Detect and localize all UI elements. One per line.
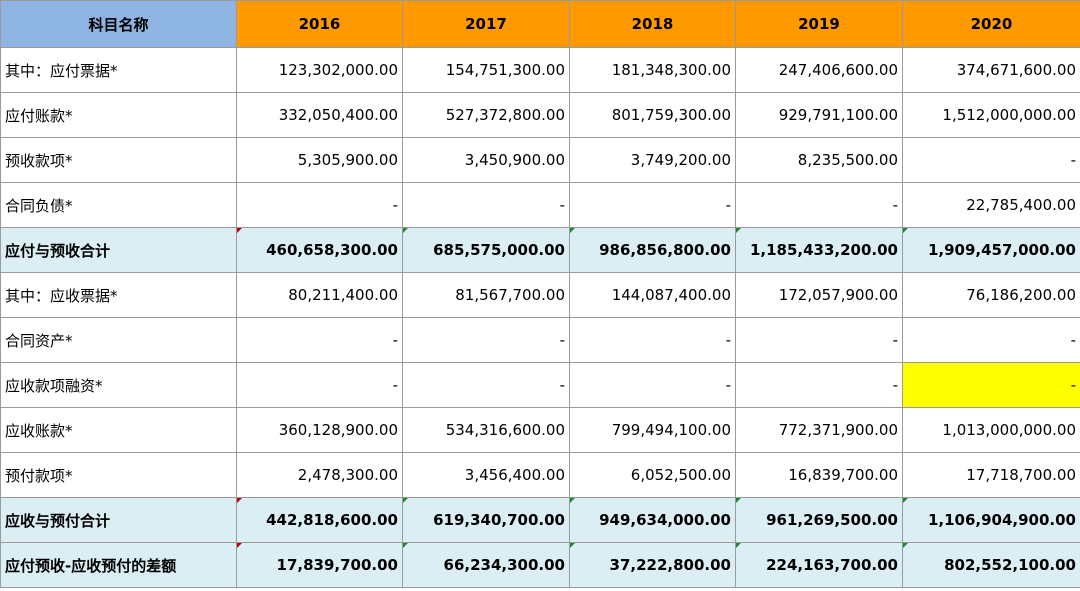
header-year-2018[interactable]: 2018 [569,0,736,48]
row-label-cell[interactable]: 应收款项融资* [0,362,237,408]
value-cell[interactable]: - [569,317,736,363]
value-cell[interactable]: 949,634,000.00 [569,497,736,543]
value-cell[interactable]: 360,128,900.00 [236,407,403,453]
value-cell[interactable]: - [402,317,570,363]
row-label-cell[interactable]: 应付与预收合计 [0,227,237,273]
row-label-cell[interactable]: 应付账款* [0,92,237,138]
value-cell[interactable]: - [569,182,736,228]
row-label-cell[interactable]: 应收账款* [0,407,237,453]
table-row: 其中：应付票据* 123,302,000.00 154,751,300.00 1… [0,47,1080,93]
value-cell[interactable]: 66,234,300.00 [402,542,570,588]
value-cell[interactable]: 460,658,300.00 [236,227,403,273]
table-row: 其中：应收票据* 80,211,400.00 81,567,700.00 144… [0,272,1080,318]
value-cell[interactable]: 2,478,300.00 [236,452,403,498]
value-cell[interactable]: 181,348,300.00 [569,47,736,93]
value-cell[interactable]: 224,163,700.00 [735,542,903,588]
value-cell[interactable]: 8,235,500.00 [735,137,903,183]
row-label-cell[interactable]: 应付预收-应收预付的差额 [0,542,237,588]
value-cell[interactable]: 534,316,600.00 [402,407,570,453]
value-cell[interactable]: 1,909,457,000.00 [902,227,1080,273]
value-cell[interactable]: 986,856,800.00 [569,227,736,273]
row-label-cell[interactable]: 合同负债* [0,182,237,228]
value-cell[interactable]: - [735,182,903,228]
value-cell[interactable]: - [735,317,903,363]
value-cell[interactable]: 1,106,904,900.00 [902,497,1080,543]
value-cell[interactable]: 16,839,700.00 [735,452,903,498]
value-cell[interactable]: - [902,137,1080,183]
value-cell[interactable]: 247,406,600.00 [735,47,903,93]
value-cell[interactable]: 154,751,300.00 [402,47,570,93]
value-cell[interactable]: 332,050,400.00 [236,92,403,138]
value-cell[interactable]: 3,456,400.00 [402,452,570,498]
value-cell[interactable]: 799,494,100.00 [569,407,736,453]
value-cell[interactable]: - [569,362,736,408]
value-cell[interactable]: 1,185,433,200.00 [735,227,903,273]
value-cell[interactable]: 144,087,400.00 [569,272,736,318]
row-label-cell[interactable]: 其中：应付票据* [0,47,237,93]
header-year-2016[interactable]: 2016 [236,0,403,48]
value-cell[interactable]: 929,791,100.00 [735,92,903,138]
value-cell[interactable]: 374,671,600.00 [902,47,1080,93]
value-cell[interactable]: 772,371,900.00 [735,407,903,453]
value-cell[interactable]: - [236,182,403,228]
value-cell[interactable]: 80,211,400.00 [236,272,403,318]
row-label-cell[interactable]: 预收款项* [0,137,237,183]
table-row: 应收款项融资* - - - - - [0,362,1080,408]
value-cell[interactable]: 123,302,000.00 [236,47,403,93]
value-cell[interactable]: 76,186,200.00 [902,272,1080,318]
value-cell[interactable]: - [402,182,570,228]
row-label-cell[interactable]: 应收与预付合计 [0,497,237,543]
table-row: 应收账款* 360,128,900.00 534,316,600.00 799,… [0,407,1080,453]
value-cell[interactable]: - [402,362,570,408]
total-row-payables: 应付与预收合计 460,658,300.00 685,575,000.00 98… [0,227,1080,273]
row-label-cell[interactable]: 预付款项* [0,452,237,498]
value-cell[interactable]: 22,785,400.00 [902,182,1080,228]
table-row: 预付款项* 2,478,300.00 3,456,400.00 6,052,50… [0,452,1080,498]
value-cell[interactable]: 3,450,900.00 [402,137,570,183]
highlighted-value-cell[interactable]: - [902,362,1080,408]
value-cell[interactable]: - [236,317,403,363]
table-row: 合同资产* - - - - - [0,317,1080,363]
value-cell[interactable]: 3,749,200.00 [569,137,736,183]
table-row: 预收款项* 5,305,900.00 3,450,900.00 3,749,20… [0,137,1080,183]
table-row: 合同负债* - - - - 22,785,400.00 [0,182,1080,228]
row-label-cell[interactable]: 其中：应收票据* [0,272,237,318]
table-row: 应付账款* 332,050,400.00 527,372,800.00 801,… [0,92,1080,138]
value-cell[interactable]: 961,269,500.00 [735,497,903,543]
value-cell[interactable]: 17,839,700.00 [236,542,403,588]
value-cell[interactable]: 5,305,900.00 [236,137,403,183]
row-label-cell[interactable]: 合同资产* [0,317,237,363]
header-year-2019[interactable]: 2019 [735,0,903,48]
value-cell[interactable]: 802,552,100.00 [902,542,1080,588]
value-cell[interactable]: 685,575,000.00 [402,227,570,273]
value-cell[interactable]: 6,052,500.00 [569,452,736,498]
value-cell[interactable]: 17,718,700.00 [902,452,1080,498]
value-cell[interactable]: 1,013,000,000.00 [902,407,1080,453]
header-year-2017[interactable]: 2017 [402,0,570,48]
value-cell[interactable]: 619,340,700.00 [402,497,570,543]
value-cell[interactable]: 801,759,300.00 [569,92,736,138]
value-cell[interactable]: - [735,362,903,408]
value-cell[interactable]: 81,567,700.00 [402,272,570,318]
value-cell[interactable]: 1,512,000,000.00 [902,92,1080,138]
total-row-difference: 应付预收-应收预付的差额 17,839,700.00 66,234,300.00… [0,542,1080,588]
header-name-cell[interactable]: 科目名称 [0,0,237,48]
header-row: 科目名称 2016 2017 2018 2019 2020 [0,0,1080,48]
value-cell[interactable]: 172,057,900.00 [735,272,903,318]
value-cell[interactable]: - [236,362,403,408]
value-cell[interactable]: 442,818,600.00 [236,497,403,543]
header-year-2020[interactable]: 2020 [902,0,1080,48]
value-cell[interactable]: 37,222,800.00 [569,542,736,588]
total-row-receivables: 应收与预付合计 442,818,600.00 619,340,700.00 94… [0,497,1080,543]
value-cell[interactable]: - [902,317,1080,363]
value-cell[interactable]: 527,372,800.00 [402,92,570,138]
